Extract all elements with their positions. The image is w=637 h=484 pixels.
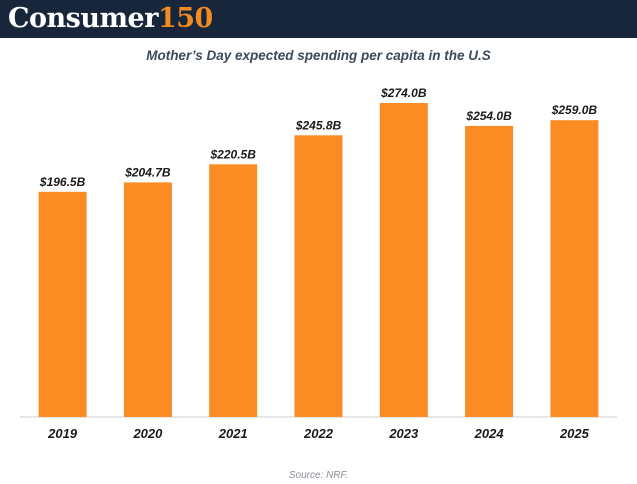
- value-label-2023: $274.0B: [380, 86, 427, 100]
- value-label-2019: $196.5B: [39, 175, 86, 189]
- x-tick-2020: 2020: [132, 426, 163, 441]
- source-note: Source: NRF.: [288, 470, 349, 481]
- bar-2020[interactable]: [123, 182, 172, 417]
- value-label-2022: $245.8B: [295, 118, 342, 132]
- value-label-2025: $259.0B: [551, 103, 598, 117]
- chart-title: Mother’s Day expected spending per capit…: [146, 48, 491, 63]
- value-label-2021: $220.5B: [210, 147, 257, 161]
- x-tick-2022: 2022: [303, 426, 334, 441]
- x-tick-2025: 2025: [559, 426, 590, 441]
- bar-2021[interactable]: [209, 164, 258, 417]
- bar-2024[interactable]: [465, 125, 514, 418]
- x-tick-2024: 2024: [474, 426, 505, 441]
- brand-number: 150: [157, 3, 213, 34]
- header-bar: Consumer150: [0, 0, 637, 38]
- brand-word: Consumer: [8, 3, 158, 34]
- value-label-2020: $204.7B: [124, 165, 171, 179]
- bar-2025[interactable]: [550, 120, 599, 417]
- x-tick-2021: 2021: [218, 426, 248, 441]
- value-label-2024: $254.0B: [465, 109, 512, 123]
- x-tick-2023: 2023: [388, 426, 419, 441]
- x-tick-2019: 2019: [47, 426, 78, 441]
- bar-2019[interactable]: [38, 191, 87, 417]
- bar-2023[interactable]: [379, 103, 428, 417]
- brand-logo[interactable]: Consumer150: [8, 2, 213, 36]
- bar-2022[interactable]: [294, 135, 343, 418]
